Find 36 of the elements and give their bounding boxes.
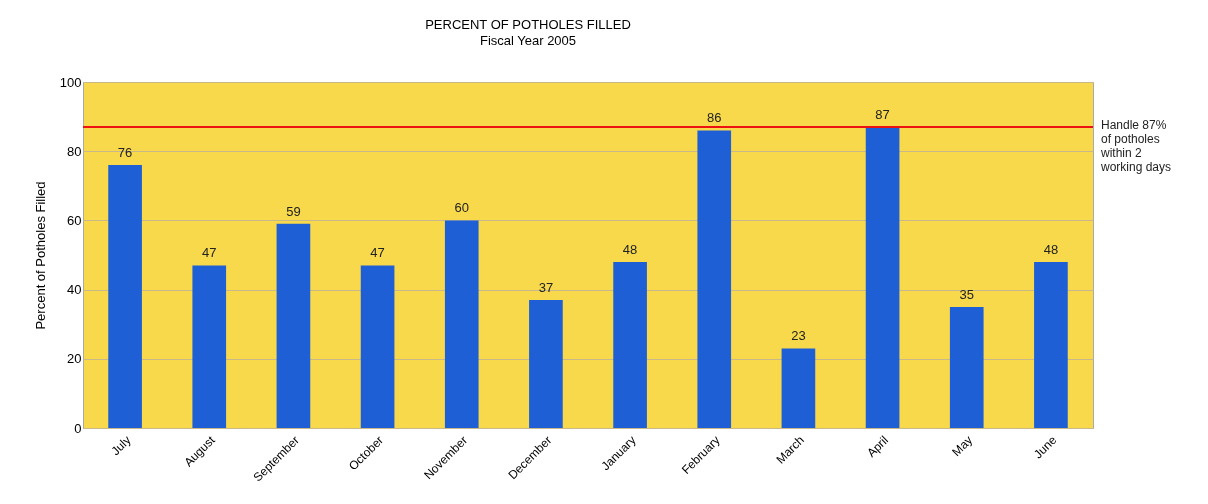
bar <box>360 265 395 428</box>
bar <box>613 261 647 428</box>
bar <box>1034 261 1068 428</box>
x-tick-label: July <box>108 433 134 459</box>
data-label: 47 <box>370 245 385 261</box>
y-tick-label: 40 <box>67 282 82 298</box>
data-label: 86 <box>707 110 722 126</box>
data-label: 47 <box>202 245 217 261</box>
y-tick-label: 60 <box>67 212 82 228</box>
data-label: 48 <box>622 241 638 257</box>
bar <box>108 165 142 428</box>
bar <box>949 306 984 428</box>
bar <box>697 130 732 428</box>
data-label: 35 <box>959 286 974 302</box>
data-label: 87 <box>875 106 890 122</box>
bar <box>865 126 900 428</box>
y-tick-label: 0 <box>74 420 82 436</box>
y-axis-title: Percent of Potholes Filled <box>32 181 48 330</box>
y-tick-label: 80 <box>67 143 82 159</box>
x-tick-label: May <box>949 433 976 460</box>
ref-line-label: Handle 87% of potholes within 2 working days <box>1100 117 1172 174</box>
data-label: 37 <box>538 279 554 295</box>
bar <box>276 223 311 428</box>
y-tick-label: 100 <box>59 74 82 90</box>
y-tick-label: 20 <box>67 351 82 367</box>
bar <box>529 299 563 428</box>
data-label: 76 <box>117 145 133 161</box>
chart-subtitle: Fiscal Year 2005 <box>479 33 577 48</box>
data-label: 48 <box>1043 241 1059 257</box>
chart-title: PERCENT OF POTHOLES FILLED <box>425 17 631 32</box>
bar <box>192 265 227 428</box>
data-label: 23 <box>791 328 806 344</box>
bar <box>444 220 479 428</box>
data-label: 59 <box>286 203 301 219</box>
data-label: 60 <box>454 200 469 216</box>
bar <box>781 348 816 428</box>
